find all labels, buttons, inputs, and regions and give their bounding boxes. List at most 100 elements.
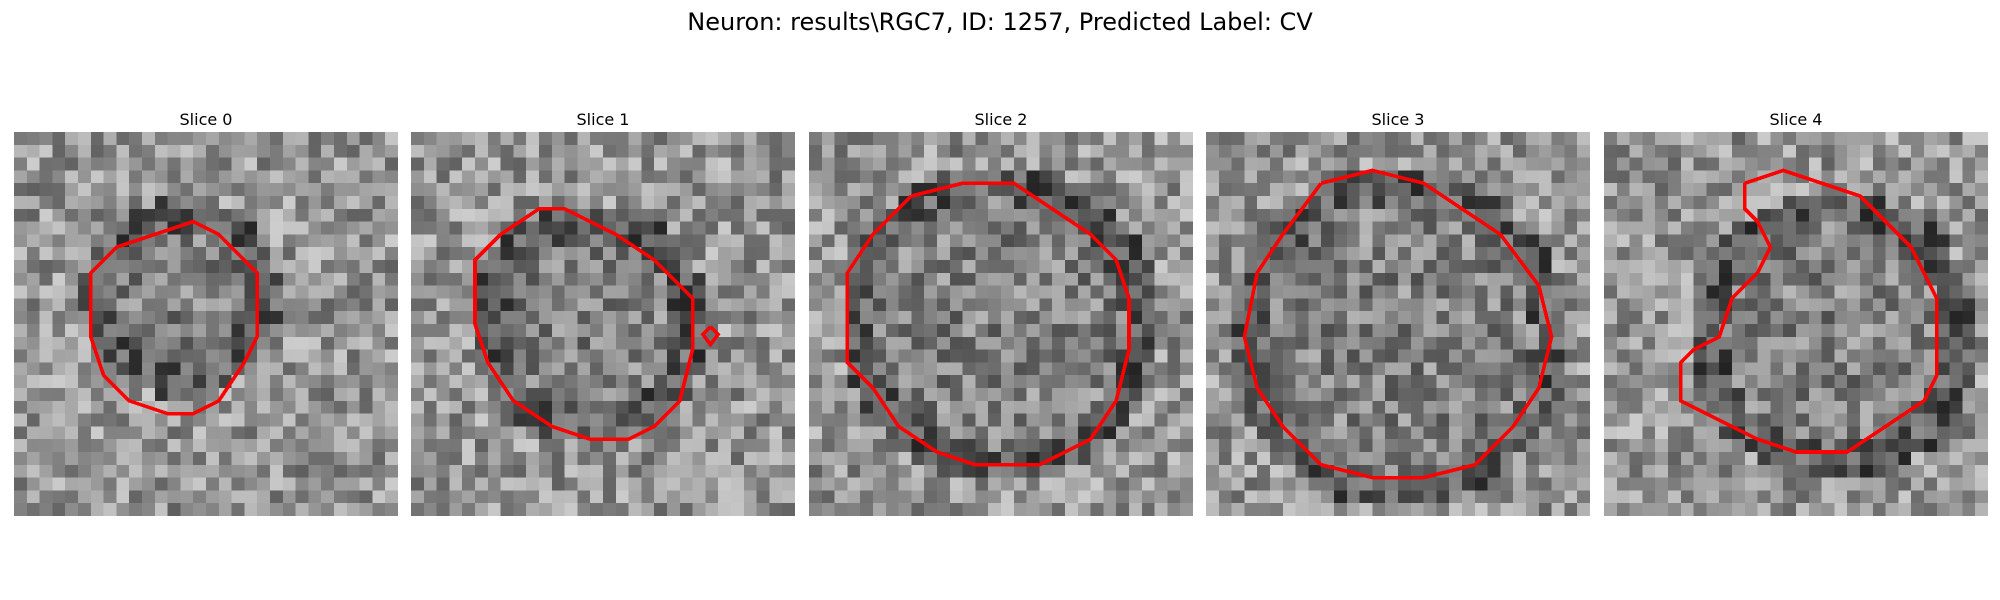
pixel xyxy=(1308,272,1322,286)
pixel xyxy=(1860,234,1874,248)
pixel xyxy=(1551,234,1565,248)
pixel xyxy=(1719,260,1733,274)
pixel xyxy=(1770,221,1784,235)
pixel xyxy=(90,388,104,402)
pixel xyxy=(487,464,501,478)
pixel xyxy=(564,183,578,197)
pixel xyxy=(1436,247,1450,261)
pixel xyxy=(321,439,335,453)
pixel xyxy=(167,196,181,210)
pixel xyxy=(1282,349,1296,363)
pixel xyxy=(436,285,450,299)
pixel xyxy=(1513,362,1527,376)
pixel xyxy=(39,221,53,235)
pixel xyxy=(1616,452,1630,466)
pixel xyxy=(1154,272,1168,286)
pixel xyxy=(1423,157,1437,171)
pixel xyxy=(743,170,757,184)
pixel xyxy=(14,349,28,363)
pixel xyxy=(1423,349,1437,363)
pixel xyxy=(756,298,770,312)
pixel xyxy=(26,336,40,350)
pixel xyxy=(1693,388,1707,402)
pixel xyxy=(590,413,604,427)
pixel xyxy=(282,349,296,363)
pixel xyxy=(1231,311,1245,325)
pixel xyxy=(308,336,322,350)
pixel xyxy=(1629,285,1643,299)
pixel xyxy=(898,247,912,261)
pixel xyxy=(1129,132,1143,146)
pixel xyxy=(1295,400,1309,414)
pixel xyxy=(718,285,732,299)
pixel xyxy=(1526,234,1540,248)
pixel xyxy=(988,375,1002,389)
pixel xyxy=(193,132,207,146)
pixel xyxy=(1141,272,1155,286)
pixel xyxy=(1398,285,1412,299)
pixel xyxy=(1538,144,1552,158)
pixel xyxy=(1039,362,1053,376)
pixel xyxy=(449,183,463,197)
pixel xyxy=(1564,375,1578,389)
pixel xyxy=(462,362,476,376)
pixel xyxy=(962,170,976,184)
pixel xyxy=(206,413,220,427)
pixel xyxy=(937,490,951,504)
pixel xyxy=(1962,170,1976,184)
pixel xyxy=(1090,439,1104,453)
pixel xyxy=(1385,477,1399,491)
pixel xyxy=(1526,311,1540,325)
pixel xyxy=(551,298,565,312)
pixel xyxy=(334,221,348,235)
pixel xyxy=(1116,503,1130,516)
pixel xyxy=(1872,260,1886,274)
pixel xyxy=(1962,208,1976,222)
slice-image xyxy=(411,132,795,516)
pixel xyxy=(1270,260,1284,274)
pixel xyxy=(1065,170,1079,184)
pixel xyxy=(847,400,861,414)
pixel xyxy=(1346,490,1360,504)
pixel xyxy=(1551,464,1565,478)
pixel xyxy=(937,234,951,248)
pixel xyxy=(692,464,706,478)
pixel xyxy=(1526,503,1540,516)
pixel xyxy=(1770,362,1784,376)
pixel xyxy=(78,490,92,504)
pixel xyxy=(1295,426,1309,440)
pixel xyxy=(1770,452,1784,466)
pixel xyxy=(821,285,835,299)
pixel xyxy=(1538,247,1552,261)
pixel xyxy=(679,221,693,235)
pixel xyxy=(705,221,719,235)
pixel xyxy=(526,272,540,286)
pixel xyxy=(116,362,130,376)
pixel xyxy=(1821,375,1835,389)
pixel xyxy=(1154,477,1168,491)
pixel xyxy=(731,477,745,491)
pixel xyxy=(372,221,386,235)
pixel xyxy=(52,285,66,299)
pixel xyxy=(1026,311,1040,325)
pixel xyxy=(436,298,450,312)
pixel xyxy=(1103,221,1117,235)
pixel xyxy=(1744,285,1758,299)
pixel xyxy=(1526,196,1540,210)
pixel xyxy=(129,439,143,453)
pixel xyxy=(1796,477,1810,491)
pixel xyxy=(167,400,181,414)
pixel xyxy=(898,400,912,414)
pixel xyxy=(385,324,398,338)
pixel xyxy=(1308,208,1322,222)
pixel xyxy=(975,362,989,376)
pixel xyxy=(1321,413,1335,427)
pixel xyxy=(1436,503,1450,516)
pixel xyxy=(898,413,912,427)
pixel xyxy=(1513,452,1527,466)
pixel xyxy=(167,298,181,312)
pixel xyxy=(1924,208,1938,222)
pixel xyxy=(1680,260,1694,274)
pixel xyxy=(526,196,540,210)
pixel xyxy=(1334,157,1348,171)
